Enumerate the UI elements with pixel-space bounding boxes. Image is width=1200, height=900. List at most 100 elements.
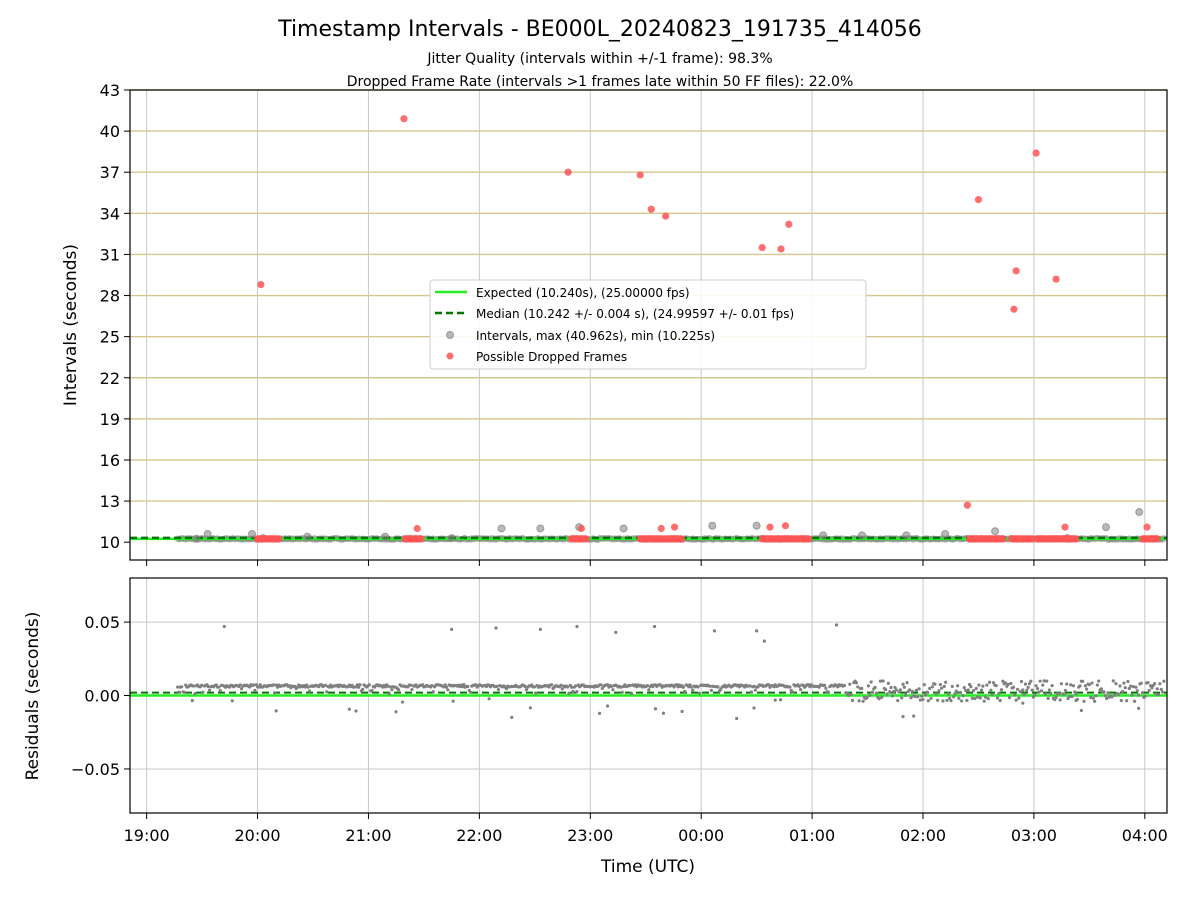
residual-point <box>1123 686 1127 690</box>
residual-point <box>1042 679 1046 683</box>
residual-point <box>869 680 873 684</box>
residual-point <box>926 699 930 703</box>
residual-point <box>239 687 244 691</box>
residual-point <box>981 684 985 688</box>
residual-point <box>1069 683 1073 687</box>
residual-point <box>905 681 909 685</box>
residual-point <box>474 683 478 687</box>
residual-point <box>908 688 912 692</box>
residual-point <box>985 683 989 687</box>
residual-point <box>995 696 1000 700</box>
residual-point <box>933 682 937 686</box>
residual-point <box>1111 679 1115 683</box>
residual-point <box>901 682 905 686</box>
residual-point <box>878 679 883 683</box>
residual-point <box>450 627 454 632</box>
residual-point <box>1114 682 1118 686</box>
residual-point <box>1065 682 1069 686</box>
legend-expected-label: Expected (10.240s), (25.00000 fps) <box>476 286 690 300</box>
chart-legend: Expected (10.240s), (25.00000 fps) Media… <box>429 279 867 370</box>
x-axis-label: Time (UTC) <box>600 857 695 877</box>
interval-point <box>619 524 628 533</box>
residual-point <box>253 688 257 692</box>
y-tick-label: −0.05 <box>71 760 120 779</box>
residual-point <box>861 699 865 703</box>
residual-point <box>898 688 902 692</box>
residual-point <box>208 688 212 692</box>
interval-point <box>192 534 201 543</box>
residual-point <box>390 688 394 692</box>
interval-point <box>941 529 950 538</box>
residual-point <box>979 688 984 692</box>
legend-box <box>429 279 867 370</box>
residual-point <box>386 684 390 688</box>
residual-point <box>708 684 712 688</box>
residual-point <box>394 710 398 714</box>
dropped-frame-point <box>1052 275 1060 283</box>
interval-point <box>203 529 212 538</box>
residual-point <box>1158 682 1162 686</box>
residual-point <box>991 681 996 685</box>
residual-point <box>446 688 450 692</box>
residual-point <box>1126 679 1130 684</box>
residual-point <box>1118 684 1122 688</box>
residual-point <box>430 684 434 688</box>
residual-point <box>258 683 262 687</box>
residual-point <box>1021 701 1025 705</box>
residual-point <box>1091 696 1095 700</box>
residual-point <box>918 698 922 702</box>
residual-point <box>930 685 934 689</box>
residual-point <box>788 685 792 689</box>
residual-point <box>822 683 827 687</box>
residual-point <box>1162 679 1166 683</box>
residual-point <box>444 685 449 689</box>
residual-point <box>941 699 945 703</box>
residual-point <box>1131 685 1135 689</box>
residual-point <box>307 689 312 693</box>
residual-point <box>850 698 855 703</box>
residual-point <box>1089 695 1093 700</box>
residual-point <box>910 689 914 693</box>
residual-point <box>857 699 861 703</box>
y-tick-label: 34 <box>100 204 120 223</box>
residual-point <box>762 639 767 643</box>
residual-point <box>1082 699 1086 703</box>
interval-point <box>819 531 828 540</box>
dropped-frame-point <box>400 115 408 123</box>
residual-point <box>1059 682 1064 686</box>
residual-point <box>323 683 328 687</box>
residual-point <box>1039 689 1044 693</box>
residual-point <box>982 699 986 703</box>
residual-point <box>217 685 221 689</box>
dropped-frame-point <box>662 212 670 220</box>
residual-point <box>709 688 713 692</box>
residual-point <box>1062 692 1066 696</box>
residual-point <box>900 696 904 700</box>
residual-point <box>974 686 978 691</box>
residual-point <box>1106 691 1110 695</box>
residual-point <box>921 697 925 702</box>
residual-point <box>387 692 391 696</box>
interval-point <box>497 524 506 533</box>
residual-point <box>1141 691 1145 695</box>
residual-point <box>238 683 242 687</box>
residual-point <box>466 684 470 689</box>
residual-point <box>410 687 414 692</box>
residual-point <box>1129 684 1133 688</box>
residual-point <box>1152 682 1157 686</box>
interval-point <box>708 521 717 530</box>
residual-point <box>904 693 908 697</box>
residual-point <box>629 691 634 696</box>
residual-point <box>778 698 783 702</box>
residual-point <box>510 715 514 719</box>
residual-point <box>1083 684 1087 688</box>
chart-subtitle-jitter: Jitter Quality (intervals within +/-1 fr… <box>426 51 772 67</box>
residual-point <box>1135 689 1139 693</box>
residual-point <box>691 688 695 692</box>
residual-point <box>975 695 980 699</box>
residual-point <box>1018 689 1022 694</box>
residual-point <box>1070 694 1074 699</box>
residual-point <box>886 681 890 685</box>
residual-point <box>868 693 872 698</box>
residual-point <box>929 696 933 701</box>
